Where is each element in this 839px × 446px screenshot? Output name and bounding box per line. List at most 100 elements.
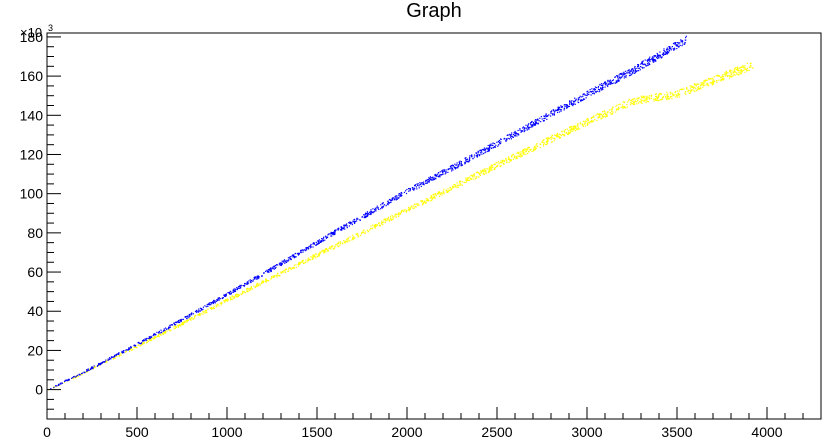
data-point (563, 130, 565, 132)
data-point (151, 339, 153, 341)
data-point (336, 244, 338, 246)
data-point (655, 55, 657, 57)
data-point (529, 149, 531, 151)
data-point (269, 267, 271, 270)
data-point (483, 149, 485, 151)
data-point (445, 190, 447, 192)
data-point (184, 321, 186, 324)
data-point (414, 188, 416, 190)
data-point (87, 369, 89, 371)
data-point (748, 69, 750, 71)
data-point (634, 72, 636, 74)
data-point (115, 354, 118, 356)
data-point (353, 236, 355, 238)
data-point (663, 48, 665, 50)
data-point (210, 304, 212, 306)
data-point (121, 350, 123, 352)
data-point (436, 173, 439, 175)
data-point (423, 184, 425, 186)
data-point (322, 240, 325, 242)
data-point (513, 132, 515, 134)
data-point (666, 47, 668, 49)
data-point (732, 71, 734, 73)
data-point (570, 127, 572, 130)
data-point (489, 147, 491, 149)
data-point (676, 44, 679, 46)
data-point (552, 110, 554, 112)
data-point (174, 327, 176, 329)
data-point (426, 179, 428, 181)
data-point (614, 76, 616, 78)
x-tick-label: 1500 (301, 424, 332, 440)
data-point (232, 291, 234, 293)
data-point (105, 359, 107, 361)
data-point (205, 310, 208, 312)
data-point (202, 306, 204, 308)
data-point (594, 89, 596, 91)
data-point (553, 111, 556, 113)
y-tick-label: 120 (20, 146, 44, 162)
data-point (698, 88, 701, 90)
data-point (561, 106, 563, 108)
data-point (711, 82, 713, 84)
data-point (429, 176, 431, 178)
data-point (664, 50, 666, 52)
data-point (171, 324, 174, 326)
data-point (609, 112, 611, 114)
data-point (574, 130, 576, 132)
data-point (515, 158, 517, 160)
data-point (211, 302, 213, 304)
y-tick-label: 140 (20, 107, 44, 123)
data-point (709, 82, 711, 84)
data-point (101, 362, 103, 364)
data-point (584, 121, 586, 123)
data-point (357, 236, 360, 238)
data-point (570, 104, 573, 106)
data-point (721, 76, 724, 78)
data-point (740, 69, 742, 71)
data-point (343, 226, 345, 228)
data-point (568, 131, 570, 134)
data-point (356, 218, 358, 220)
data-point (503, 138, 505, 140)
data-point (430, 195, 432, 197)
data-point (480, 170, 482, 172)
data-point (536, 145, 539, 147)
data-point (376, 224, 378, 226)
data-point (678, 93, 680, 95)
data-point (398, 196, 400, 199)
data-point (349, 223, 352, 225)
data-point (556, 134, 558, 136)
data-point (514, 130, 516, 132)
data-point (744, 68, 746, 70)
data-point (447, 191, 449, 193)
data-point (442, 173, 444, 175)
data-point (635, 70, 637, 73)
data-point (155, 336, 157, 338)
data-point (632, 103, 635, 105)
data-point (671, 46, 673, 48)
data-point (385, 218, 387, 220)
data-point (72, 378, 74, 380)
data-point (408, 188, 410, 190)
data-point (452, 187, 454, 189)
series-points (48, 62, 754, 391)
data-point (567, 133, 569, 135)
data-point (646, 63, 648, 65)
data-point (487, 148, 489, 150)
data-point (744, 65, 746, 67)
data-point (656, 99, 658, 101)
data-point (483, 168, 485, 170)
data-point (488, 148, 491, 150)
data-point (488, 168, 491, 171)
data-point (520, 152, 522, 154)
data-point (478, 151, 480, 153)
data-point (198, 308, 200, 310)
data-point (508, 138, 511, 140)
data-point (490, 165, 492, 167)
data-point (726, 71, 728, 74)
data-point (184, 321, 186, 323)
data-point (656, 57, 658, 59)
data-point (98, 363, 100, 365)
data-point (77, 374, 79, 376)
